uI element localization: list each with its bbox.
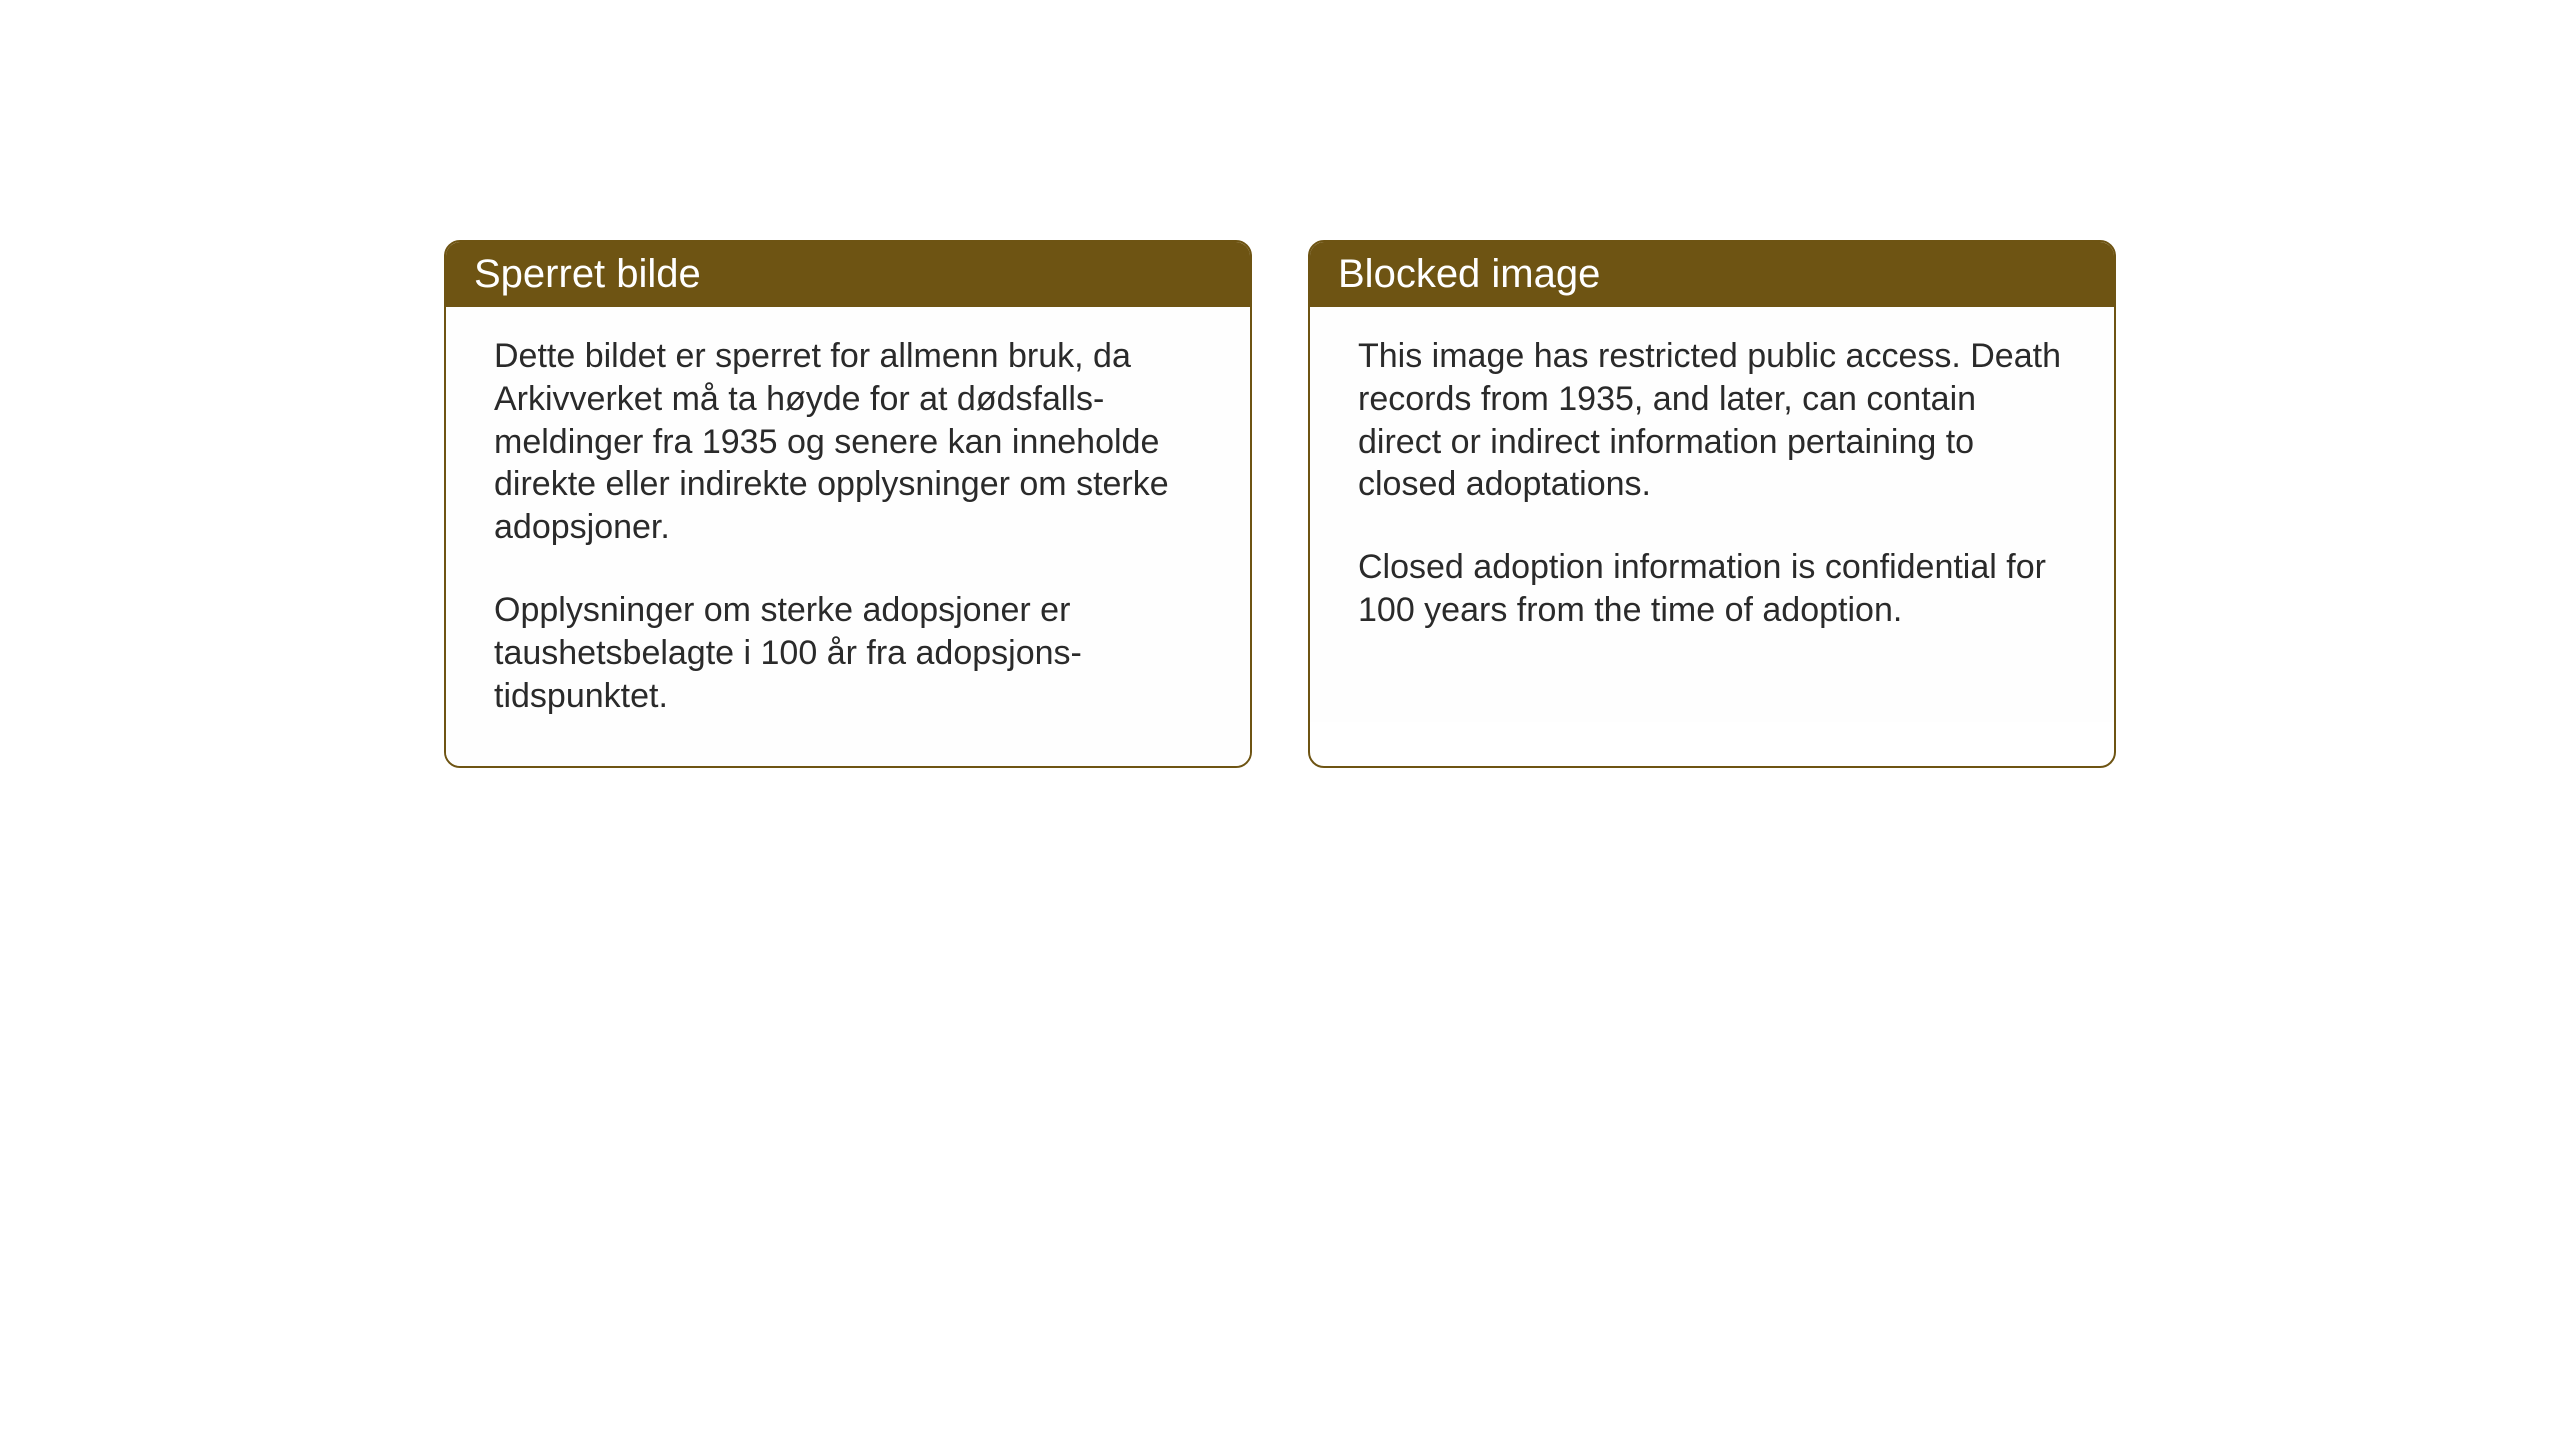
- card-paragraph-1-norwegian: Dette bildet er sperret for allmenn bruk…: [494, 335, 1202, 549]
- notice-card-norwegian: Sperret bilde Dette bildet er sperret fo…: [444, 240, 1252, 768]
- card-title-norwegian: Sperret bilde: [474, 252, 701, 296]
- notice-cards-container: Sperret bilde Dette bildet er sperret fo…: [444, 240, 2116, 768]
- card-header-norwegian: Sperret bilde: [446, 242, 1250, 307]
- notice-card-english: Blocked image This image has restricted …: [1308, 240, 2116, 768]
- card-paragraph-2-norwegian: Opplysninger om sterke adopsjoner er tau…: [494, 589, 1202, 717]
- card-paragraph-2-english: Closed adoption information is confident…: [1358, 546, 2066, 632]
- card-title-english: Blocked image: [1338, 252, 1600, 296]
- card-paragraph-1-english: This image has restricted public access.…: [1358, 335, 2066, 506]
- card-header-english: Blocked image: [1310, 242, 2114, 307]
- card-body-norwegian: Dette bildet er sperret for allmenn bruk…: [446, 307, 1250, 766]
- card-body-english: This image has restricted public access.…: [1310, 307, 2114, 722]
